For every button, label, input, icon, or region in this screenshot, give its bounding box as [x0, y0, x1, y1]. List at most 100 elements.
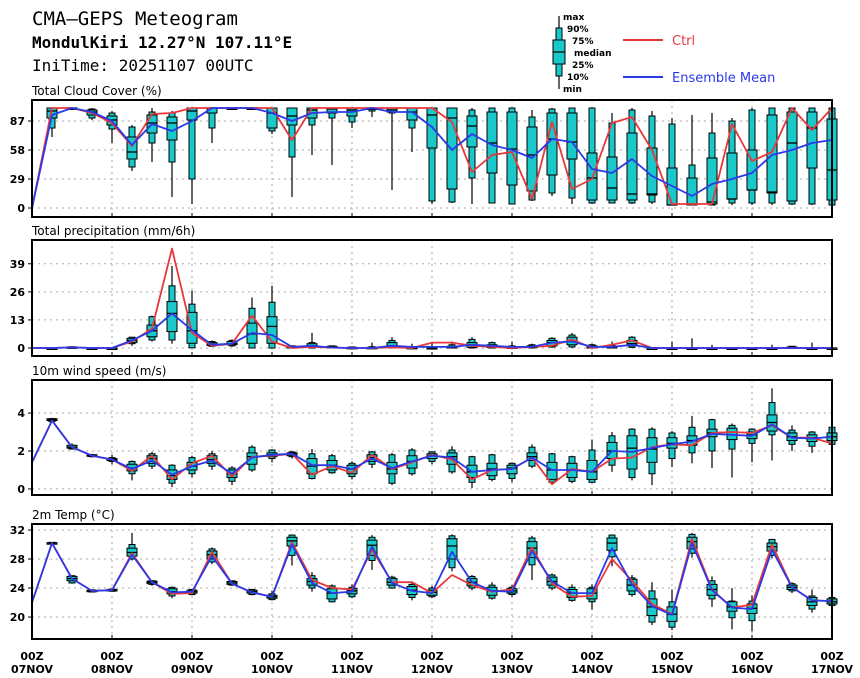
y-tick-label: 24 — [10, 582, 26, 595]
ensemble-box — [606, 113, 618, 204]
box-p25-p75 — [806, 111, 818, 169]
y-tick-label: 13 — [10, 314, 25, 327]
box-p25-p75 — [606, 537, 618, 551]
x-tick-date-label: 09NOV — [171, 663, 214, 676]
ensemble-box — [146, 108, 158, 162]
ensemble-box — [506, 107, 518, 205]
x-tick-hour-label: 00Z — [100, 650, 123, 663]
ensemble-box — [726, 118, 738, 205]
legend-median-label: median — [574, 49, 612, 59]
legend-max-label: max — [563, 13, 584, 23]
x-tick-date-label: 16NOV — [731, 663, 774, 676]
box-p25-p75 — [266, 316, 278, 344]
box-p25-p75 — [606, 156, 618, 201]
box-p25-p75 — [526, 126, 538, 192]
y-tick-label: 0 — [17, 342, 25, 355]
x-tick-hour-label: 00Z — [820, 650, 843, 663]
x-tick-hour-label: 00Z — [500, 650, 523, 663]
ensemble-box — [266, 285, 278, 349]
box-p25-p75 — [266, 107, 278, 129]
x-tick-hour-label: 00Z — [20, 650, 43, 663]
ensemble-box — [666, 118, 678, 206]
ensemble-box — [626, 108, 638, 204]
y-tick-label: 58 — [10, 144, 25, 157]
x-tick-hour-label: 00Z — [260, 650, 283, 663]
ensemble-box — [686, 115, 698, 206]
x-tick-date-label: 14NOV — [571, 663, 614, 676]
legend-p75-label: 75% — [572, 37, 594, 47]
ensemble-box — [486, 453, 498, 482]
ensemble-box — [326, 453, 338, 474]
ensemble-box — [706, 418, 718, 469]
box-p25-p75 — [186, 311, 198, 344]
chart-title: CMA—GEPS Meteogram — [32, 8, 238, 30]
ensemble-mean-line — [31, 542, 833, 616]
box-p25-p75 — [566, 112, 578, 160]
ensemble-box — [506, 462, 518, 483]
legend-min-label: min — [563, 85, 582, 95]
x-tick-hour-label: 00Z — [660, 650, 683, 663]
y-tick-label: 4 — [17, 407, 25, 420]
box-p25-p75 — [586, 459, 598, 480]
x-tick-date-label: 13NOV — [491, 663, 534, 676]
precipitation-panel: Total precipitation (mm/6h) 0 13 26 39 — [10, 224, 838, 357]
ensemble-box — [766, 107, 778, 205]
ensemble-box — [126, 125, 138, 171]
ensemble-box — [586, 107, 598, 204]
cloud-cover-panel: Total Cloud Cover (%) 0 29 58 87 — [10, 84, 838, 218]
ensemble-box — [446, 107, 458, 203]
y-tick-label: 29 — [10, 173, 25, 186]
ensemble-mean-line — [32, 312, 832, 349]
ensemble-box — [786, 107, 798, 205]
x-tick-date-label: 17NOV — [811, 663, 854, 676]
ensemble-box — [286, 107, 298, 197]
x-tick-date-label: 07NOV — [11, 663, 54, 676]
precipitation-title: Total precipitation (mm/6h) — [31, 224, 195, 238]
legend: max 90% 75% median 25% 10% min Ctrl Ense… — [552, 13, 775, 95]
y-tick-label: 20 — [10, 611, 26, 624]
box-p25-p75 — [446, 107, 458, 190]
x-tick-date-label: 11NOV — [331, 663, 374, 676]
ensemble-box — [746, 108, 758, 205]
ensemble-box — [206, 107, 218, 143]
ensemble-box — [466, 108, 478, 204]
ensemble-box — [606, 534, 618, 567]
x-tick-hour-label: 00Z — [340, 650, 363, 663]
box-p25-p75 — [526, 541, 538, 559]
ensemble-box — [666, 431, 678, 468]
x-tick-hour-label: 00Z — [420, 650, 443, 663]
ensemble-mean-line — [31, 419, 833, 476]
y-tick-label: 87 — [10, 115, 25, 128]
ensemble-box — [626, 428, 638, 481]
y-tick-label: 0 — [17, 483, 25, 496]
box-p25-p75 — [446, 538, 458, 560]
x-tick-hour-label: 00Z — [180, 650, 203, 663]
box-p25-p75 — [786, 111, 798, 202]
box-p25-p75 — [126, 136, 138, 160]
x-tick-date-label: 10NOV — [251, 663, 294, 676]
ensemble-box — [666, 589, 678, 631]
legend-p10-label: 10% — [567, 73, 589, 83]
ensemble-box — [526, 444, 538, 469]
y-tick-label: 39 — [10, 258, 25, 271]
legend-p25-label: 25% — [572, 61, 594, 71]
x-tick-date-label: 12NOV — [411, 663, 454, 676]
ctrl-line — [31, 107, 833, 209]
box-p25-p75 — [626, 132, 638, 201]
temperature-title: 2m Temp (°C) — [32, 508, 115, 522]
location-label: MondulKiri 12.27°N 107.11°E — [32, 33, 292, 52]
legend-mean-label: Ensemble Mean — [672, 71, 775, 86]
ensemble-box — [246, 297, 258, 349]
y-tick-label: 28 — [10, 553, 25, 566]
x-tick-hour-label: 00Z — [580, 650, 603, 663]
ensemble-box — [166, 265, 178, 344]
x-tick-date-label: 08NOV — [91, 663, 134, 676]
ensemble-box — [386, 107, 398, 190]
wind-speed-title: 10m wind speed (m/s) — [32, 364, 166, 378]
box-p25-p75 — [466, 115, 478, 148]
ensemble-box — [166, 111, 178, 197]
legend-box-glyph — [552, 16, 566, 89]
init-time-label: IniTime: 20251107 00UTC — [32, 56, 254, 75]
ensemble-box — [326, 107, 338, 165]
